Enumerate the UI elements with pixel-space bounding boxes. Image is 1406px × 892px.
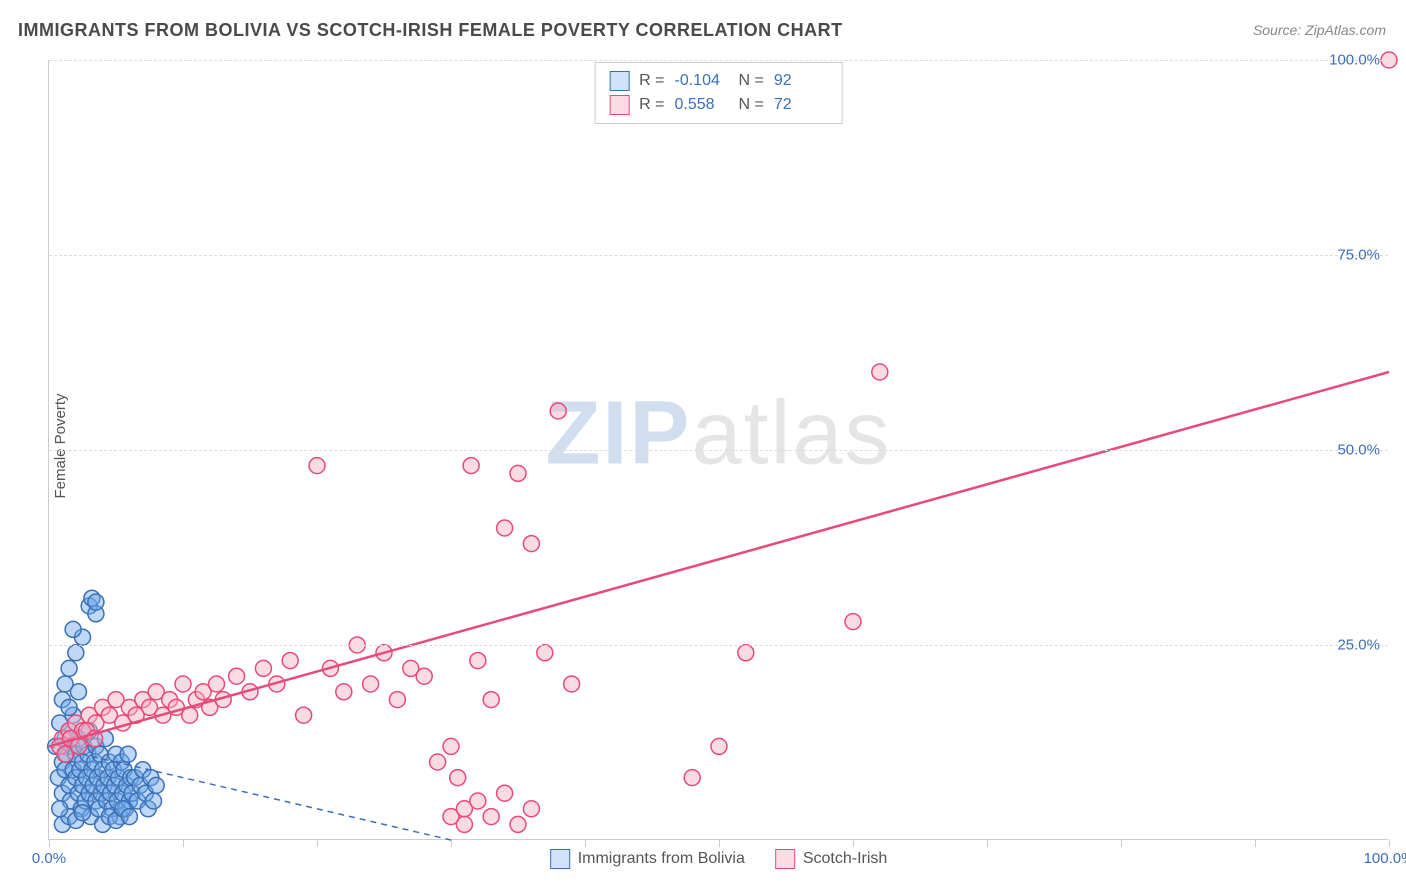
data-point: [146, 793, 162, 809]
data-point: [470, 793, 486, 809]
x-tick: [183, 839, 184, 847]
y-tick-label: 75.0%: [1337, 247, 1380, 264]
r-label: R =: [639, 93, 664, 117]
x-tick: [987, 839, 988, 847]
data-point: [416, 668, 432, 684]
data-point: [523, 801, 539, 817]
plot-area: ZIPatlas R =-0.104N =92R =0.558N =72 Imm…: [48, 60, 1388, 840]
series-legend: Immigrants from Bolivia Scotch-Irish: [550, 849, 888, 869]
data-point: [70, 684, 86, 700]
data-point: [510, 816, 526, 832]
data-point: [120, 746, 136, 762]
x-tick: [49, 839, 50, 847]
data-point: [88, 594, 104, 610]
series-swatch: [609, 71, 629, 91]
x-tick: [585, 839, 586, 847]
data-point: [121, 809, 137, 825]
data-point: [470, 653, 486, 669]
data-point: [52, 801, 68, 817]
data-point: [564, 676, 580, 692]
y-tick-label: 100.0%: [1329, 52, 1380, 69]
data-point: [65, 621, 81, 637]
data-point: [497, 520, 513, 536]
x-tick: [719, 839, 720, 847]
n-label: N =: [739, 69, 764, 93]
data-point: [255, 660, 271, 676]
n-label: N =: [739, 93, 764, 117]
data-point: [550, 403, 566, 419]
x-tick: [1389, 839, 1390, 847]
data-point: [336, 684, 352, 700]
data-point: [510, 465, 526, 481]
data-point: [483, 692, 499, 708]
legend-label: Scotch-Irish: [803, 850, 887, 868]
data-point: [296, 707, 312, 723]
gridline: [49, 60, 1388, 61]
series-swatch: [609, 95, 629, 115]
chart-title: IMMIGRANTS FROM BOLIVIA VS SCOTCH-IRISH …: [18, 20, 843, 41]
gridline: [49, 450, 1388, 451]
data-point: [483, 809, 499, 825]
data-point: [463, 458, 479, 474]
data-point: [711, 738, 727, 754]
stats-row: R = 0.558 N = 72: [609, 93, 828, 117]
data-point: [309, 458, 325, 474]
n-value: 72: [774, 93, 828, 117]
r-label: R =: [639, 69, 664, 93]
data-point: [175, 676, 191, 692]
stats-row: R = -0.104 N = 92: [609, 69, 828, 93]
data-point: [872, 364, 888, 380]
x-tick: [317, 839, 318, 847]
data-point: [282, 653, 298, 669]
x-tick: [451, 839, 452, 847]
data-point: [430, 754, 446, 770]
data-point: [684, 770, 700, 786]
data-point: [75, 805, 91, 821]
data-point: [443, 738, 459, 754]
data-point: [148, 777, 164, 793]
y-tick-label: 50.0%: [1337, 442, 1380, 459]
data-point: [209, 676, 225, 692]
data-point: [450, 770, 466, 786]
legend-swatch: [775, 849, 795, 869]
x-tick-label: 100.0%: [1364, 850, 1406, 867]
x-tick-label: 0.0%: [32, 850, 66, 867]
r-value: 0.558: [675, 93, 729, 117]
y-tick-label: 25.0%: [1337, 637, 1380, 654]
gridline: [49, 255, 1388, 256]
x-tick: [1255, 839, 1256, 847]
data-point: [363, 676, 379, 692]
data-point: [738, 645, 754, 661]
chart-container: IMMIGRANTS FROM BOLIVIA VS SCOTCH-IRISH …: [0, 0, 1406, 892]
x-tick: [1121, 839, 1122, 847]
gridline: [49, 645, 1388, 646]
correlation-stats-box: R = -0.104 N = 92 R = 0.558 N = 72: [594, 62, 843, 124]
data-point: [845, 614, 861, 630]
x-tick: [853, 839, 854, 847]
data-point: [389, 692, 405, 708]
data-point: [497, 785, 513, 801]
data-point: [61, 699, 77, 715]
legend-item: Immigrants from Bolivia: [550, 849, 745, 869]
legend-swatch: [550, 849, 570, 869]
r-value: -0.104: [675, 69, 729, 93]
data-point: [523, 536, 539, 552]
source-attribution: Source: ZipAtlas.com: [1253, 22, 1386, 38]
data-point: [68, 645, 84, 661]
legend-item: Scotch-Irish: [775, 849, 887, 869]
data-point: [61, 660, 77, 676]
data-point: [537, 645, 553, 661]
legend-label: Immigrants from Bolivia: [578, 850, 745, 868]
data-point: [229, 668, 245, 684]
trend-line: [49, 372, 1389, 746]
n-value: 92: [774, 69, 828, 93]
